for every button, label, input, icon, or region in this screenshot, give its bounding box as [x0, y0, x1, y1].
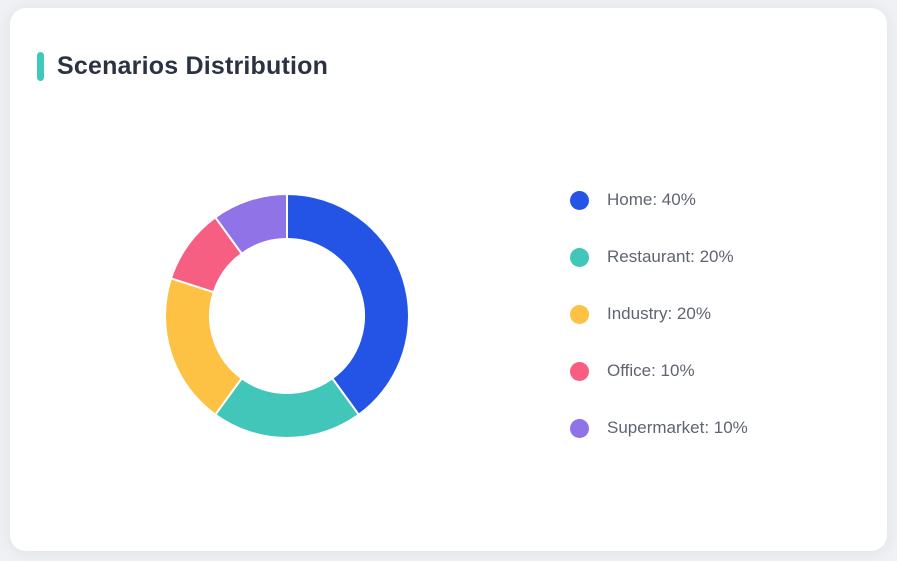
legend-label: Industry: 20%: [607, 304, 711, 323]
legend-label: Supermarket: 10%: [607, 418, 748, 437]
legend-dot-supermarket: [570, 418, 589, 438]
donut-slice-industry[interactable]: [164, 277, 243, 416]
donut-slice-restaurant[interactable]: [214, 377, 360, 439]
card-header: Scenarios Distribution: [37, 52, 328, 81]
legend-dot-industry: [570, 304, 589, 324]
chart-legend: Home: 40% Restaurant: 20% Industry: 20% Off…: [570, 188, 748, 440]
legend-dot-restaurant: [570, 247, 589, 267]
legend-item-restaurant[interactable]: Restaurant: 20%: [570, 245, 748, 269]
legend-label: Home: 40%: [607, 190, 696, 209]
scenarios-distribution-card: Scenarios Distribution Home: 40% Restaura…: [10, 8, 887, 551]
legend-item-industry[interactable]: Industry: 20%: [570, 302, 748, 326]
donut-chart: [162, 191, 412, 441]
legend-label: Office: 10%: [607, 361, 695, 380]
legend-item-supermarket[interactable]: Supermarket: 10%: [570, 416, 748, 440]
page-title: Scenarios Distribution: [57, 52, 329, 80]
legend-item-home[interactable]: Home: 40%: [570, 188, 748, 212]
legend-item-office[interactable]: Office: 10%: [570, 359, 748, 383]
legend-dot-office: [570, 361, 589, 381]
donut-slice-supermarket[interactable]: [214, 193, 288, 255]
legend-label: Restaurant: 20%: [607, 247, 734, 266]
title-accent-bar: [37, 52, 44, 81]
donut-slice-home[interactable]: [286, 193, 410, 416]
donut-chart-svg: [164, 193, 410, 439]
legend-dot-home: [570, 190, 589, 210]
